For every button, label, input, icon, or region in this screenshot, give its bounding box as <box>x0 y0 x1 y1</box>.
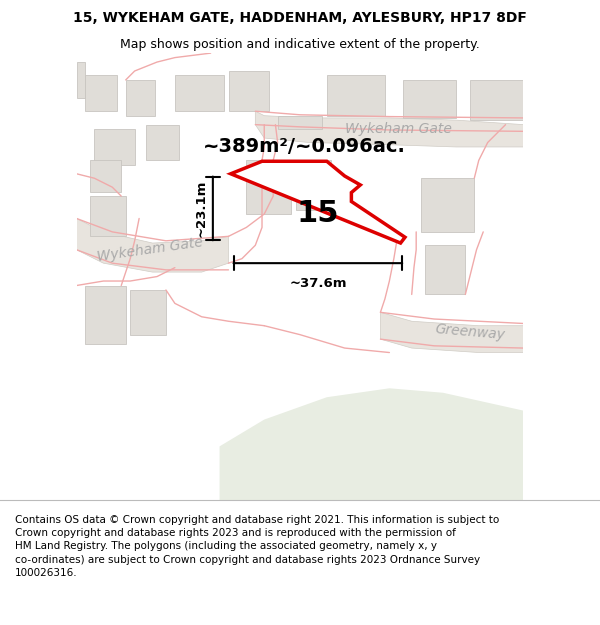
Polygon shape <box>77 62 85 98</box>
Polygon shape <box>94 129 134 165</box>
Polygon shape <box>175 76 224 111</box>
Polygon shape <box>327 76 385 116</box>
Polygon shape <box>231 161 405 243</box>
Text: Wykeham Gate: Wykeham Gate <box>97 236 204 264</box>
Polygon shape <box>256 111 523 147</box>
Text: 15: 15 <box>296 199 339 229</box>
Text: ~389m²/~0.096ac.: ~389m²/~0.096ac. <box>203 138 406 156</box>
Polygon shape <box>77 219 229 272</box>
Polygon shape <box>380 312 523 352</box>
Text: Greenway: Greenway <box>434 322 505 342</box>
Text: ~37.6m: ~37.6m <box>289 276 347 289</box>
Polygon shape <box>278 116 322 129</box>
Polygon shape <box>425 245 466 294</box>
Polygon shape <box>85 286 126 344</box>
Polygon shape <box>470 80 523 120</box>
Text: 15, WYKEHAM GATE, HADDENHAM, AYLESBURY, HP17 8DF: 15, WYKEHAM GATE, HADDENHAM, AYLESBURY, … <box>73 11 527 24</box>
Polygon shape <box>229 71 269 111</box>
Polygon shape <box>403 80 457 118</box>
Polygon shape <box>146 124 179 161</box>
Text: Contains OS data © Crown copyright and database right 2021. This information is : Contains OS data © Crown copyright and d… <box>15 515 499 578</box>
Polygon shape <box>130 290 166 334</box>
Polygon shape <box>421 178 474 232</box>
Polygon shape <box>90 196 126 236</box>
Polygon shape <box>296 161 331 209</box>
Text: Wykeham Gate: Wykeham Gate <box>345 122 452 136</box>
Polygon shape <box>126 80 155 116</box>
Polygon shape <box>85 76 117 111</box>
Polygon shape <box>247 161 291 214</box>
Polygon shape <box>220 388 523 500</box>
Text: Map shows position and indicative extent of the property.: Map shows position and indicative extent… <box>120 38 480 51</box>
Polygon shape <box>90 161 121 192</box>
Text: ~23.1m: ~23.1m <box>194 180 208 237</box>
